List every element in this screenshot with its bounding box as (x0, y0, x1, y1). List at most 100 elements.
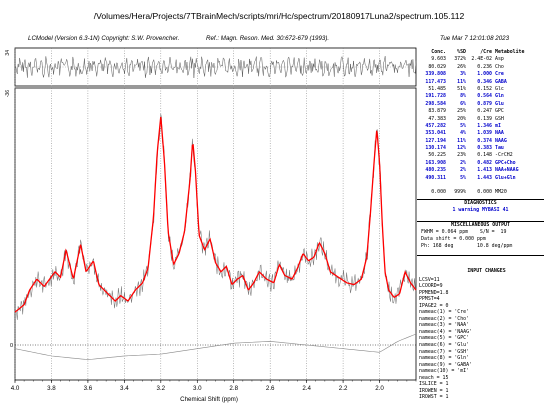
table-cell-cre: 0.482 (477, 159, 492, 166)
input-change-line: nameac(4) = 'NAAG' (419, 328, 472, 335)
table-header: Conc. %SD/Cre Metabolite (418, 49, 543, 56)
input-change-line: neach = 15 (419, 374, 449, 381)
table-cell-sd: 999% (454, 189, 466, 196)
input-change-line: nameac(2) = 'Cho' (419, 315, 470, 322)
x-tick-label: 2.6 (266, 385, 275, 392)
concentration-table: Conc. %SD/Cre Metabolite 9.603 372% 2.4E-02 As… (418, 49, 543, 197)
table-cell-cre: 0.236 (477, 63, 492, 70)
table-cell-sd: 12% (457, 145, 466, 152)
table-cell-name: Glu (495, 100, 504, 107)
table-header-cell: /Cre (480, 49, 492, 55)
table-cell-conc: 83.879 (428, 108, 446, 115)
table-cell-sd: 6% (460, 100, 466, 107)
table-cell-cre: 0.879 (477, 100, 492, 107)
table-cell-name: Cho (495, 63, 504, 70)
residual-axis-top-label: 34 (5, 50, 11, 56)
table-row: 0.000 999% 0.000 MM20 (418, 189, 543, 196)
table-row: 130.174 12% 0.383 Tau (418, 145, 543, 152)
input-change-line: LCSV=11 (419, 276, 440, 283)
plot-frame (14, 87, 417, 381)
table-cell-conc: 80.029 (428, 63, 446, 70)
input-changes: INPUT CHANGES LCSV=11 LCOORD=9 PPMEND=1.8 P… (419, 268, 554, 401)
table-cell-cre: 1.346 (477, 122, 492, 129)
reference-line: Ref.: Magn. Reson. Med. 30:672-679 (1993… (206, 35, 330, 42)
table-cell-name: Glu+Gln (495, 174, 516, 181)
table-cell-sd: 51% (457, 85, 466, 92)
residual-axis-bottom-label: -36 (5, 90, 11, 97)
table-cell-conc: 51.485 (428, 85, 446, 92)
diagnostics-title: DIAGNOSTICS (464, 200, 497, 206)
input-changes-divider (417, 255, 544, 256)
x-tick-label: 3.6 (84, 385, 93, 392)
input-change-line: nameac(9) = 'GABA' (419, 361, 472, 368)
x-tick-label: 3.4 (120, 385, 129, 392)
input-change-line: IPAGE2 = 0 (419, 302, 449, 309)
table-cell-sd: 26% (457, 63, 466, 70)
table-cell-cre: 1.000 (477, 71, 492, 78)
table-cell-sd: 4% (460, 130, 466, 137)
table-cell-conc: 353.041 (425, 130, 446, 137)
table-cell-sd: 20% (457, 115, 466, 122)
table-row: 127.194 11% 0.374 NAAG (418, 138, 543, 145)
file-path-title: /Volumes/Hera/Projects/7TBrainMech/scrip… (93, 11, 465, 21)
table-cell-sd: 11% (457, 78, 466, 85)
input-changes-title: INPUT CHANGES (467, 268, 506, 274)
table-row: 353.041 4% 1.039 NAA (418, 130, 543, 137)
misc-output-title: MISCELLANEOUS OUTPUT (451, 222, 510, 228)
table-cell-cre: 1.039 (477, 130, 492, 137)
table-cell-conc: 130.174 (425, 145, 446, 152)
table-cell-cre: 0.346 (477, 78, 492, 85)
table-cell-name: NAAG (495, 137, 507, 144)
x-tick-label: 2.0 (375, 385, 384, 392)
table-cell-name: Tau (495, 145, 504, 152)
timestamp: Tue Mar 7 12:01:08 2023 (440, 35, 510, 42)
input-change-line: LCOORD=9 (419, 283, 443, 290)
table-cell-cre: 2.4E-02 (471, 56, 492, 63)
table-cell-cre: 0.152 (477, 85, 492, 92)
table-cell-conc: 0.000 (431, 189, 446, 196)
input-change-line: nameac(6) = 'Glu' (419, 342, 470, 349)
table-cell-name: Gln (495, 93, 504, 100)
table-cell-conc: 457.282 (425, 122, 446, 129)
table-cell-cre: 0.000 (477, 189, 492, 196)
misc-output-box: MISCELLANEOUS OUTPUT FWHM = 0.064 ppm S/… (417, 221, 544, 250)
table-row: 47.383 20% 0.139 GSH (418, 116, 543, 123)
table-cell-conc: 163.908 (425, 159, 446, 166)
table-cell-cre: 1.413 (477, 167, 492, 174)
table-cell-conc (418, 182, 446, 189)
input-change-line: IROWEN = 1 (419, 387, 449, 394)
table-row: 457.282 5% 1.346 mI (418, 123, 543, 130)
table-row (418, 182, 543, 189)
table-cell-name: Asp (495, 56, 504, 63)
table-cell-name (492, 182, 495, 189)
table-cell-cre: 1.443 (477, 174, 492, 181)
table-cell-cre: 0.374 (477, 137, 492, 144)
input-change-line: nameac(10) = 'mI' (419, 368, 470, 375)
table-cell-name: mI (495, 122, 501, 129)
input-change-line: IROWST = 1 (419, 394, 449, 401)
table-cell-cre: 0.247 (477, 108, 492, 115)
residual-trace (14, 55, 417, 78)
table-cell-sd: 8% (460, 93, 466, 100)
table-cell-cre: 0.564 (477, 93, 492, 100)
table-cell-sd: 2% (460, 167, 466, 174)
table-header-cell: Metabolite (495, 49, 525, 55)
diagnostics-warning: 1 warning MYBASI 41 (452, 207, 509, 214)
x-tick-label: 3.2 (157, 385, 166, 392)
table-cell-sd: 372% (454, 56, 466, 63)
table-row: 9.603 372% 2.4E-02 Asp (418, 56, 543, 63)
table-cell-cre: 0.148 (477, 152, 492, 159)
table-cell-sd: 25% (457, 108, 466, 115)
x-tick-label: 3.8 (47, 385, 56, 392)
input-change-line: nameac(5) = 'GPC' (419, 335, 470, 342)
table-header-cell: Conc. (431, 49, 446, 55)
misc-line: Ph: 168 deg 10.8 deg/ppm (421, 243, 513, 250)
y-zero-label: 0 (10, 343, 13, 349)
table-cell-cre: 0.139 (477, 115, 492, 122)
x-tick-label: 2.4 (302, 385, 311, 392)
x-tick-label: 2.2 (339, 385, 348, 392)
diagnostics-box: DIAGNOSTICS 1 warning MYBASI 41 (417, 199, 544, 214)
input-change-line: nameac(3) = 'NAA' (419, 322, 470, 329)
fit-trace (14, 116, 417, 313)
table-row: 490.311 5% 1.443 Glu+Gln (418, 175, 543, 182)
